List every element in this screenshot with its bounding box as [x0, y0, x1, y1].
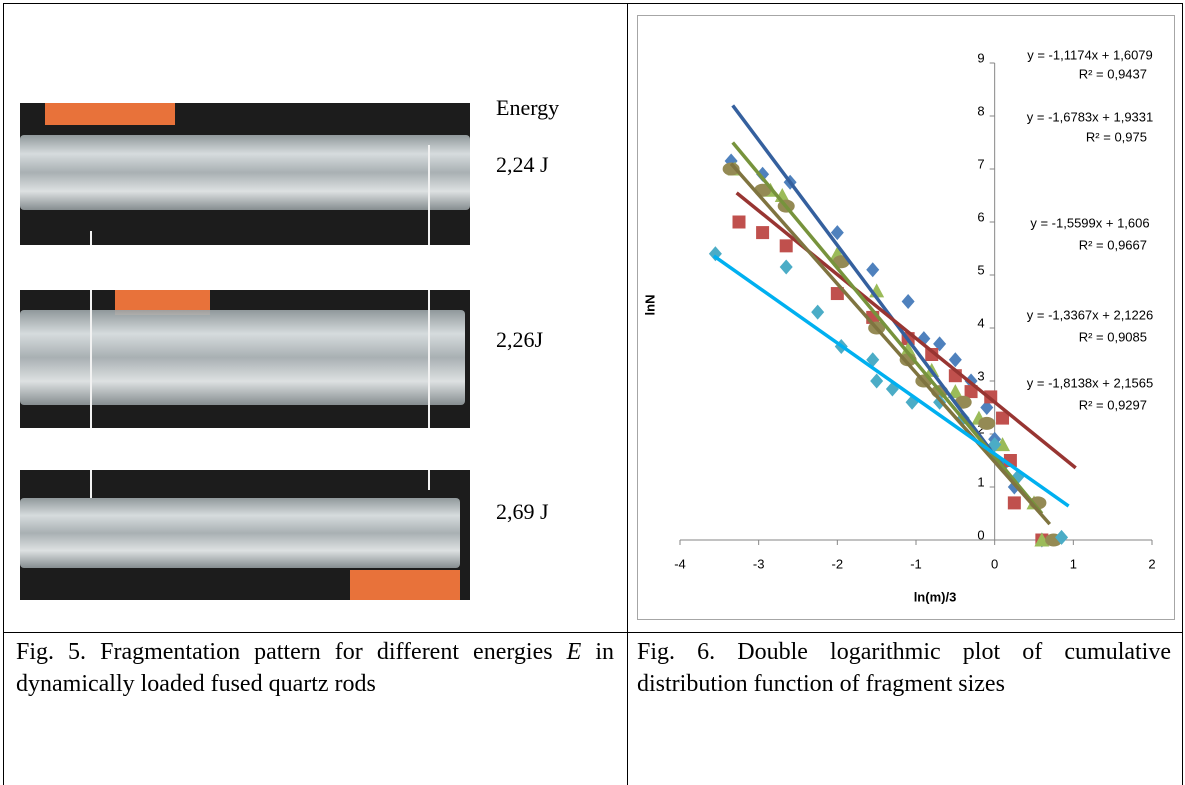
x-tick-label: 1 — [1070, 556, 1077, 571]
data-point — [870, 373, 884, 389]
data-point — [1007, 479, 1021, 495]
caption-text: Fig. 5. Fragmentation pattern for differ… — [16, 639, 567, 665]
y-tick-label: 6 — [977, 209, 984, 224]
data-point — [933, 336, 947, 352]
data-point — [722, 162, 740, 176]
caption: Fig. 6. Double logarithmic plot of cumul… — [637, 639, 1171, 697]
data-point — [732, 215, 746, 229]
data-point — [996, 411, 1010, 425]
data-point — [779, 239, 793, 253]
y-tick-label: 0 — [977, 527, 984, 542]
data-point — [866, 262, 880, 278]
x-tick-label: 2 — [1148, 556, 1155, 571]
data-point — [756, 166, 770, 182]
data-point — [933, 394, 947, 410]
x-tick-label: -2 — [832, 556, 844, 571]
chart-border — [637, 15, 1175, 620]
table-border — [3, 3, 4, 785]
equation: R² = 0,9667 — [1079, 237, 1147, 252]
y-tick-label: 1 — [977, 474, 984, 489]
data-point — [708, 246, 722, 262]
data-point — [925, 348, 939, 361]
data-point — [1007, 496, 1021, 510]
x-axis-label: ln(m)/3 — [914, 589, 957, 604]
energy-label: 2,69 J — [496, 499, 549, 524]
caption-text: in dynamically loaded fused quartz rods — [16, 639, 614, 697]
data-point — [779, 259, 793, 275]
data-point — [900, 341, 916, 356]
data-point — [811, 304, 825, 320]
caption-symbol: E — [566, 639, 582, 665]
data-point — [948, 352, 962, 368]
data-point — [980, 400, 994, 415]
trend-line — [729, 162, 1052, 526]
equation: R² = 0,9297 — [1079, 397, 1147, 412]
data-point — [830, 287, 844, 301]
y-axis-label: lnN — [642, 295, 657, 316]
y-tick-label: 5 — [977, 262, 984, 277]
energy-header: Energy — [496, 95, 560, 120]
energy-label: 2,26J — [496, 327, 544, 352]
y-tick-label: 7 — [977, 156, 984, 171]
data-point — [830, 225, 844, 241]
caption: Fig. 5. Fragmentation pattern for differ… — [16, 636, 614, 700]
y-tick-label: 9 — [977, 50, 984, 65]
data-point — [988, 437, 1002, 453]
rod-photo — [20, 290, 470, 428]
data-point — [901, 294, 915, 309]
data-point — [978, 416, 996, 430]
trend-line — [731, 104, 1024, 494]
x-tick-label: -3 — [753, 556, 765, 571]
table-border — [3, 632, 1183, 633]
data-point — [885, 381, 899, 397]
table-border — [1182, 3, 1183, 785]
x-tick-label: -1 — [910, 556, 922, 571]
data-point — [1055, 529, 1069, 545]
equation: y = -1,8138x + 2,1565 — [1027, 375, 1153, 390]
table-border — [627, 3, 628, 785]
table-border — [3, 3, 1183, 4]
data-point — [947, 384, 963, 399]
data-point — [1034, 532, 1050, 547]
rod-photo — [20, 103, 470, 245]
rod-photo — [20, 470, 470, 600]
equation: R² = 0,975 — [1086, 129, 1147, 144]
chart: ln(m)/3 lnN -4 -3 -2 -1 0 1 2 0 1 2 3 4 5 6 7 8 9 y = -1,… — [637, 15, 1175, 620]
equation: y = -1,6783x + 1,9331 — [1027, 109, 1153, 124]
equation: y = -1,5599x + 1,606 — [1030, 215, 1149, 230]
x-tick-label: 0 — [991, 556, 998, 571]
y-tick-label: 2 — [977, 421, 984, 436]
data-point — [964, 385, 978, 399]
data-point — [995, 437, 1011, 452]
equation: R² = 0,9437 — [1079, 66, 1147, 81]
equation: R² = 0,9085 — [1079, 329, 1147, 344]
y-tick-label: 4 — [977, 315, 984, 330]
x-tick-label: -4 — [674, 556, 686, 571]
equation: y = -1,3367x + 2,1226 — [1027, 307, 1153, 322]
data-point — [756, 226, 770, 240]
trend-line — [712, 254, 1070, 508]
y-tick-label: 3 — [977, 368, 984, 383]
equation: y = -1,1174x + 1,6079 — [1027, 47, 1153, 62]
y-tick-label: 8 — [977, 103, 984, 118]
energy-label: 2,24 J — [496, 152, 549, 177]
trend-line — [735, 191, 1077, 470]
